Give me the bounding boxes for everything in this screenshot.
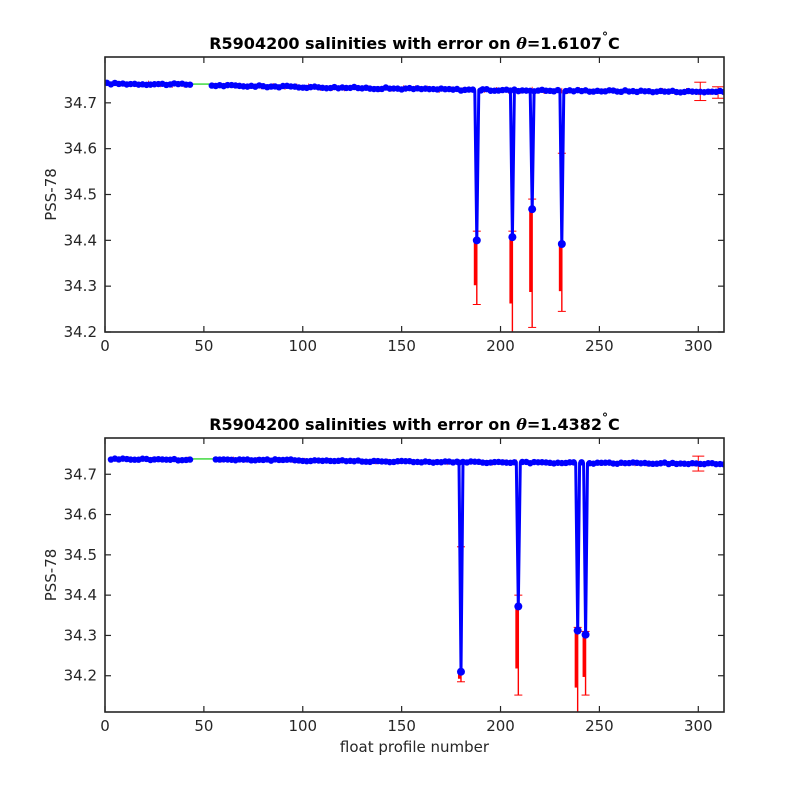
y-tick-label: 34.2	[64, 323, 97, 341]
series-point	[186, 81, 194, 88]
series-point	[581, 630, 590, 639]
series-point	[557, 240, 566, 248]
series-point	[469, 86, 477, 93]
series-point	[578, 459, 585, 466]
y-tick-label: 34.6	[64, 506, 97, 524]
chart-title-symbol: θ	[516, 415, 527, 434]
series-point	[554, 86, 562, 94]
x-tick-label: 250	[585, 337, 614, 355]
series-point	[528, 205, 537, 214]
series-point	[186, 456, 194, 463]
x-axis-label: float profile number	[340, 738, 490, 756]
y-tick-label: 34.2	[64, 667, 97, 685]
chart-title: R5904200 salinities with error on θ=1.61…	[209, 30, 620, 53]
chart-title-prefix: R5904200 salinities with error on	[209, 34, 516, 53]
y-tick-label: 34.4	[64, 586, 97, 604]
series-point	[508, 233, 517, 242]
series-point	[573, 626, 582, 635]
series-point	[456, 667, 465, 676]
x-tick-label: 150	[387, 717, 416, 735]
x-tick-label: 300	[684, 337, 713, 355]
x-tick-label: 100	[288, 717, 317, 735]
y-axis-label: PSS-78	[42, 549, 60, 602]
chart-title: R5904200 salinities with error on θ=1.43…	[209, 411, 620, 434]
bottom-panel: 0 50 100 150 200 250 300 34.2 34.3 34.4 34.5 34.6 34…	[42, 411, 725, 756]
series-point	[511, 459, 518, 466]
x-tick-label: 50	[194, 337, 213, 355]
y-tick-label: 34.7	[64, 465, 97, 483]
chart-title-value: =1.4382	[527, 415, 602, 434]
x-tick-label: 200	[486, 337, 515, 355]
x-tick-label: 150	[387, 337, 416, 355]
x-tick-label: 100	[288, 337, 317, 355]
x-tick-label: 0	[100, 337, 110, 355]
y-tick-label: 34.5	[64, 546, 97, 564]
axes-box	[104, 56, 725, 333]
chart-title-unit: C	[608, 34, 620, 53]
plot-area	[107, 455, 724, 712]
y-tick-label: 34.5	[64, 186, 97, 204]
chart-title-symbol: θ	[516, 34, 527, 53]
x-tick-label: 300	[684, 717, 713, 735]
x-tick-label: 0	[100, 717, 110, 735]
y-tick-label: 34.3	[64, 277, 97, 295]
y-tick-label: 34.7	[64, 94, 97, 112]
series-point	[514, 602, 523, 611]
chart-title-value: =1.6107	[527, 34, 602, 53]
y-tick-label: 34.6	[64, 140, 97, 158]
x-tick-label: 200	[486, 717, 515, 735]
series-point	[570, 459, 577, 466]
chart-title-degree: °	[602, 30, 608, 44]
chart-title-prefix: R5904200 salinities with error on	[209, 415, 516, 434]
y-tick-label: 34.4	[64, 231, 97, 249]
top-panel: 0 50 100 150 200 250 300 34.2 34.3 34.4 34.5 34.6 34…	[42, 30, 725, 355]
series-line	[215, 457, 724, 674]
plot-area	[105, 79, 724, 332]
x-tick-label: 50	[194, 717, 213, 735]
y-axis-label: PSS-78	[42, 168, 60, 221]
x-tick-label: 250	[585, 717, 614, 735]
chart-title-degree: °	[602, 411, 608, 425]
axes-box	[104, 437, 725, 713]
chart-title-unit: C	[608, 415, 620, 434]
series-point	[472, 236, 481, 245]
y-tick-label: 34.3	[64, 626, 97, 644]
series-line	[211, 83, 724, 246]
